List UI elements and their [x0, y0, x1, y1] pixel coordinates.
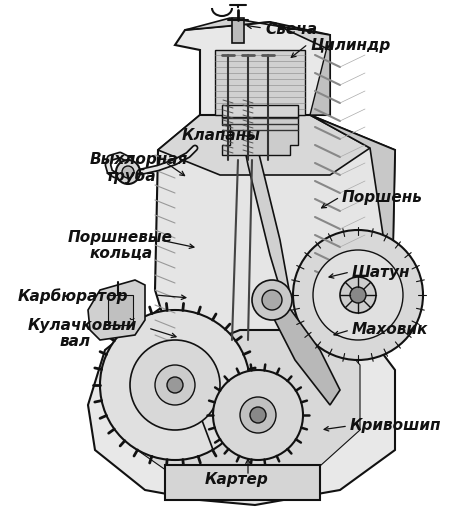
- Circle shape: [292, 230, 422, 360]
- Text: Кулачковый: Кулачковый: [28, 318, 137, 333]
- Text: Цилиндр: Цилиндр: [309, 38, 389, 53]
- Polygon shape: [246, 150, 289, 305]
- Text: Клапаны: Клапаны: [182, 128, 260, 143]
- Text: Кривошип: Кривошип: [349, 418, 441, 433]
- Polygon shape: [158, 115, 369, 175]
- Circle shape: [213, 370, 302, 460]
- Text: Поршневые: Поршневые: [68, 230, 173, 245]
- Circle shape: [130, 340, 219, 430]
- Polygon shape: [88, 280, 145, 340]
- Circle shape: [116, 160, 140, 184]
- Circle shape: [312, 250, 402, 340]
- Polygon shape: [120, 308, 359, 488]
- Text: Свеча: Свеча: [265, 22, 317, 37]
- Circle shape: [155, 365, 195, 405]
- Circle shape: [251, 280, 291, 320]
- Text: труба: труба: [105, 168, 155, 184]
- Bar: [165, 465, 319, 500]
- Bar: [215, 50, 304, 115]
- Circle shape: [249, 407, 266, 423]
- Circle shape: [100, 310, 249, 460]
- Bar: [221, 105, 298, 117]
- Polygon shape: [259, 295, 339, 405]
- Polygon shape: [185, 18, 329, 50]
- Text: Маховик: Маховик: [351, 322, 427, 337]
- Text: вал: вал: [60, 334, 91, 349]
- Circle shape: [349, 287, 365, 303]
- Circle shape: [122, 166, 134, 178]
- Polygon shape: [221, 115, 298, 155]
- Text: Картер: Картер: [205, 472, 268, 487]
- Bar: [108, 295, 133, 325]
- Text: Поршень: Поршень: [341, 190, 422, 205]
- Polygon shape: [88, 295, 394, 505]
- Polygon shape: [175, 22, 329, 115]
- Circle shape: [261, 290, 281, 310]
- Text: Карбюратор: Карбюратор: [18, 288, 128, 304]
- Text: Шатун: Шатун: [351, 265, 410, 280]
- Polygon shape: [309, 115, 394, 295]
- Bar: [231, 18, 244, 43]
- Polygon shape: [309, 35, 329, 115]
- Circle shape: [239, 397, 276, 433]
- Text: Выхлорная: Выхлорная: [90, 152, 188, 167]
- Circle shape: [339, 277, 375, 313]
- Text: кольца: кольца: [90, 246, 153, 261]
- Circle shape: [167, 377, 183, 393]
- Polygon shape: [155, 115, 394, 355]
